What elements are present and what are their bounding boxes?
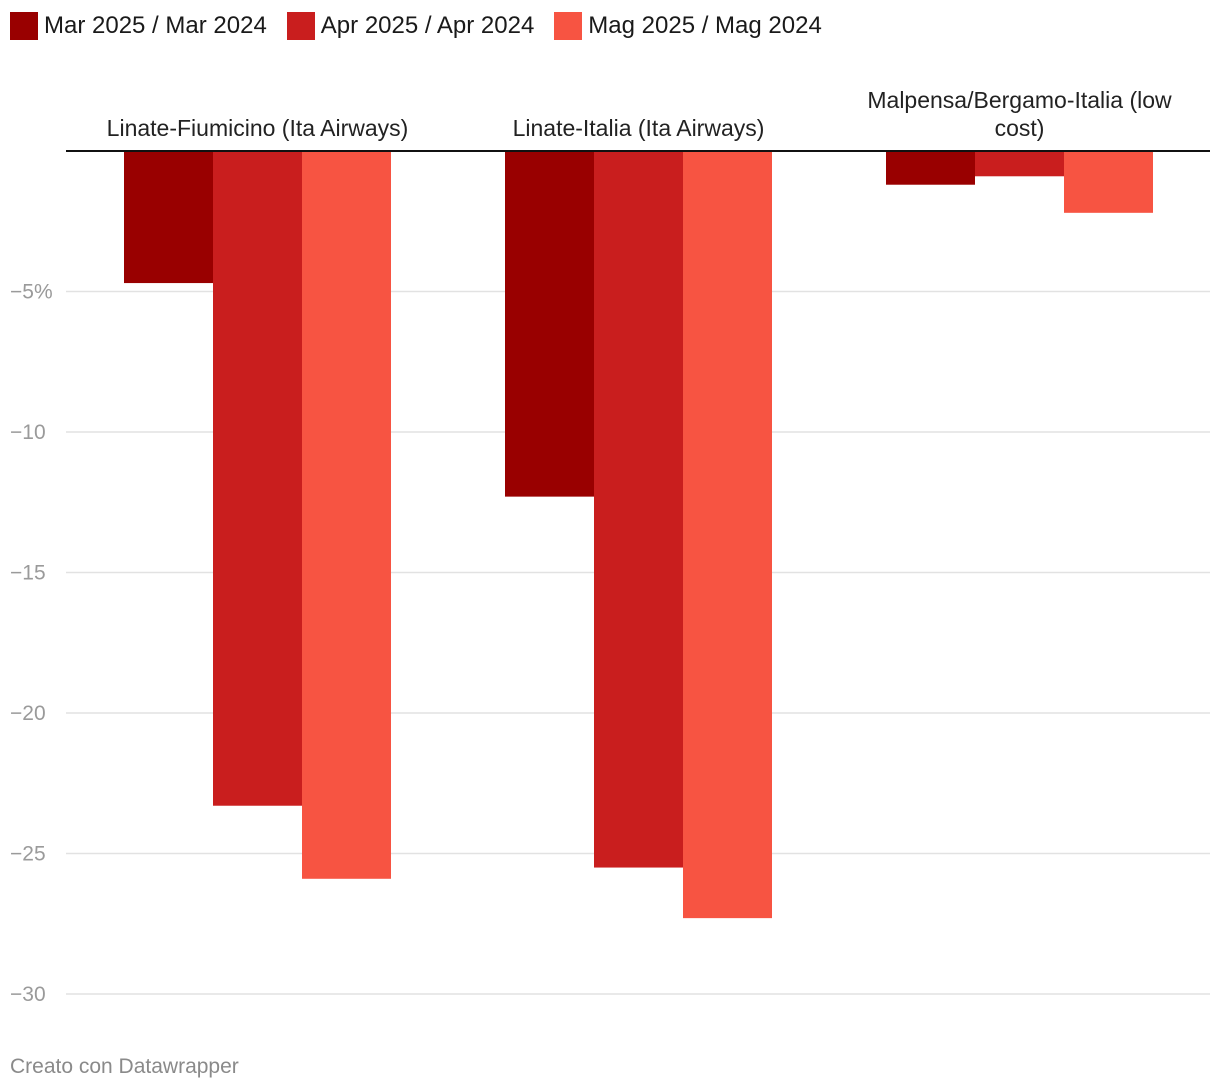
bar: [302, 151, 391, 879]
legend-swatch: [554, 12, 583, 40]
legend-label: Mar 2025 / Mar 2024: [44, 12, 267, 39]
y-tick-label: −25: [10, 843, 46, 866]
legend-swatch: [286, 12, 315, 40]
legend-label: Mag 2025 / Mag 2024: [588, 12, 822, 39]
chart-legend: Mar 2025 / Mar 2024 Apr 2025 / Apr 2024 Ma…: [10, 12, 842, 40]
y-tick-label: −30: [10, 983, 46, 1006]
y-tick-label: −5%: [10, 281, 53, 304]
category-label: Malpensa/Bergamo-Italia (low cost): [867, 87, 1172, 141]
datawrapper-credit: Creato con Datawrapper: [10, 1055, 239, 1078]
y-tick-label: −10: [10, 421, 46, 444]
y-tick-label: −20: [10, 702, 46, 725]
legend-item: Apr 2025 / Apr 2024: [286, 12, 535, 40]
bar: [975, 151, 1064, 177]
bar: [124, 151, 213, 284]
category-label: Linate-Fiumicino (Ita Airways): [107, 115, 409, 141]
legend-swatch: [10, 12, 38, 40]
bar: [683, 151, 772, 919]
bar: [505, 151, 594, 497]
legend-item: Mag 2025 / Mag 2024: [554, 12, 822, 40]
category-label: Linate-Italia (Ita Airways): [513, 115, 765, 141]
y-tick-label: −15: [10, 562, 46, 585]
bar: [594, 151, 683, 868]
bar: [886, 151, 975, 185]
legend-item: Mar 2025 / Mar 2024: [10, 12, 267, 40]
legend-label: Apr 2025 / Apr 2024: [320, 12, 535, 39]
bar: [213, 151, 302, 806]
bar: [1064, 151, 1153, 213]
